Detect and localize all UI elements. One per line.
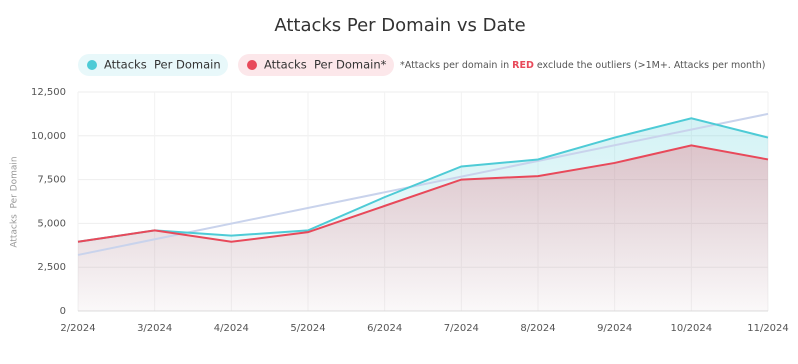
y-tick-label: 2,500 <box>37 262 66 273</box>
x-tick-label: 9/2024 <box>597 323 632 334</box>
x-tick-label: 10/2024 <box>671 323 713 334</box>
legend-label: Attacks Per Domain <box>104 58 221 72</box>
x-tick-label: 2/2024 <box>60 323 95 334</box>
x-tick-label: 5/2024 <box>290 323 325 334</box>
x-tick-label: 7/2024 <box>444 323 479 334</box>
x-tick-label: 11/2024 <box>747 323 789 334</box>
x-tick-label: 8/2024 <box>520 323 555 334</box>
x-tick-label: 6/2024 <box>367 323 402 334</box>
area <box>78 145 768 311</box>
y-tick-label: 5,000 <box>37 218 66 229</box>
note-highlight: RED <box>512 60 534 71</box>
note-text: *Attacks per domain in <box>400 60 512 71</box>
y-tick-label: 12,500 <box>31 87 66 98</box>
note: *Attacks per domain in RED exclude the o… <box>400 60 766 71</box>
legend-marker <box>247 60 257 70</box>
y-tick-label: 0 <box>60 306 66 317</box>
y-tick-label: 10,000 <box>31 131 66 142</box>
legend-label: Attacks Per Domain* <box>264 58 387 72</box>
legend-pill[interactable] <box>238 54 394 76</box>
y-axis-label: Attacks Per Domain <box>10 156 20 247</box>
chart-title: Attacks Per Domain vs Date <box>274 15 525 36</box>
legend-marker <box>87 60 97 70</box>
line <box>77 117 769 243</box>
y-tick-label: 7,500 <box>37 175 66 186</box>
trendline <box>77 112 769 256</box>
legend-pill[interactable] <box>78 54 228 76</box>
line <box>77 144 769 243</box>
x-tick-label: 3/2024 <box>137 323 172 334</box>
note-text: exclude the outliers (>1M+. Attacks per … <box>534 60 766 71</box>
x-tick-label: 4/2024 <box>214 323 249 334</box>
